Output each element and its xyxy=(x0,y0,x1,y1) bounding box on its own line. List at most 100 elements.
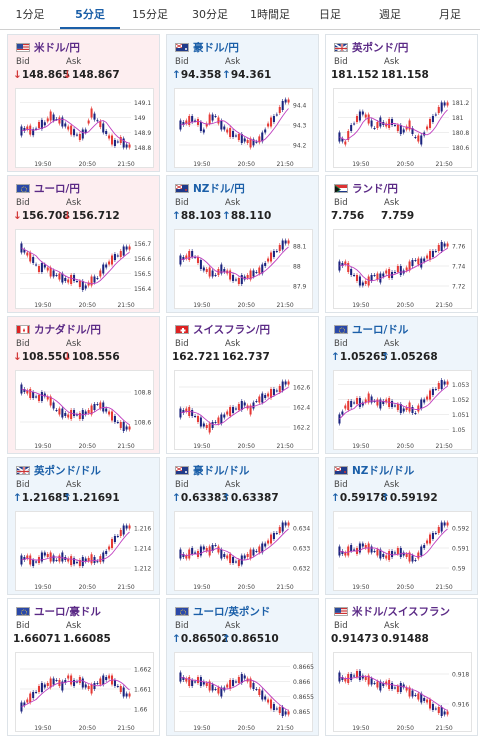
candle xyxy=(23,128,26,131)
candle xyxy=(220,120,223,130)
candle xyxy=(179,120,182,130)
mini-chart[interactable]: 88.1 88 87.9 19:50 20:50 21:50 xyxy=(174,229,313,309)
mini-chart[interactable]: 162.6 162.4 162.2 19:50 20:50 21:50 xyxy=(174,370,313,450)
mini-chart[interactable]: 108.8 108.6 19:50 20:50 21:50 xyxy=(15,370,154,450)
x-tick-label: 19:50 xyxy=(352,443,369,450)
candle xyxy=(428,119,432,128)
moving-average-line xyxy=(180,676,289,711)
candle xyxy=(70,556,73,566)
candle xyxy=(341,551,344,554)
mini-chart[interactable]: 7.76 7.74 7.72 19:50 20:50 21:50 xyxy=(333,229,472,309)
pair-title[interactable]: 英ポンド/ドル xyxy=(16,463,101,478)
mini-chart[interactable]: 156.7 156.6 156.5 156.4 19:50 20:50 21:50 xyxy=(15,229,154,309)
mini-chart[interactable]: 0.634 0.633 0.632 19:50 20:50 21:50 xyxy=(174,511,313,591)
candle xyxy=(194,552,197,554)
candle xyxy=(440,242,443,251)
candle xyxy=(269,117,273,127)
pair-title[interactable]: NZドル/ドル xyxy=(334,463,414,478)
pair-title[interactable]: NZドル/円 xyxy=(175,181,245,196)
pair-title[interactable]: ユーロ/円 xyxy=(16,181,80,196)
pair-title[interactable]: ユーロ/英ポンド xyxy=(175,604,270,619)
candle xyxy=(437,107,440,113)
pair-title[interactable]: スイスフラン/円 xyxy=(175,322,270,337)
mini-chart[interactable]: 94.4 94.3 94.2 19:50 20:50 21:50 xyxy=(174,88,313,168)
candle xyxy=(426,255,429,259)
pair-title[interactable]: ユーロ/豪ドル xyxy=(16,604,101,619)
x-tick-label: 20:50 xyxy=(397,302,414,309)
mini-chart[interactable]: 1.662 1.661 1.66 19:50 20:50 21:50 xyxy=(15,652,154,732)
tab-2[interactable]: 15分足 xyxy=(132,8,168,21)
bid-value: 7.756 xyxy=(331,210,364,222)
rate-card[interactable]: スイスフラン/円 Bid Ask 162.721 162.737 162.6 162.4 16… xyxy=(166,316,319,454)
pair-title[interactable]: カナダドル/円 xyxy=(16,322,101,337)
y-tick-label: 0.918 xyxy=(452,672,469,679)
candle xyxy=(437,245,440,251)
tab-7[interactable]: 月足 xyxy=(439,8,461,21)
candle xyxy=(434,389,437,390)
candle xyxy=(426,396,429,400)
mini-chart[interactable]: 0.592 0.591 0.59 19:50 20:50 21:50 xyxy=(333,511,472,591)
rate-card[interactable]: 米ドル/スイスフラン Bid Ask 0.91473 0.91488 0.918 0.916… xyxy=(325,598,478,736)
rate-card[interactable]: ユーロ/豪ドル Bid Ask 1.66071 1.66085 1.662 1.661 1.6… xyxy=(7,598,160,736)
candle xyxy=(75,134,78,136)
candle xyxy=(64,123,67,127)
tab-6[interactable]: 週足 xyxy=(379,8,401,21)
candle xyxy=(272,704,275,710)
bid-label: Bid xyxy=(334,57,348,67)
candle xyxy=(108,411,111,415)
rate-card[interactable]: 米ドル/円 Bid Ask ↓148.865 ↓148.867 149.1 149 148.9… xyxy=(7,34,160,172)
mini-chart[interactable]: 1.053 1.052 1.051 1.05 19:50 20:50 21:50 xyxy=(333,370,472,450)
bid-value-text: 0.63383 xyxy=(180,492,229,504)
mini-chart[interactable]: 0.918 0.916 19:50 20:50 21:50 xyxy=(333,652,472,732)
candle xyxy=(264,263,267,266)
candle-chart: 94.4 94.3 94.2 19:50 20:50 21:50 xyxy=(179,97,307,168)
candle xyxy=(361,543,364,547)
candle xyxy=(396,266,399,272)
arrow-up-icon: ↑ xyxy=(331,492,340,504)
rate-card[interactable]: 英ポンド/ドル Bid Ask ↑1.21685 ↑1.21691 1.216 1.214 1… xyxy=(7,457,160,595)
rate-card[interactable]: NZドル/ドル Bid Ask ↑0.59178 ↑0.59192 0.592 0.591 0… xyxy=(325,457,478,595)
pair-title[interactable]: ユーロ/ドル xyxy=(334,322,408,337)
candle xyxy=(185,678,188,682)
candle xyxy=(358,276,361,286)
pair-title[interactable]: 豪ドル/ドル xyxy=(175,463,249,478)
bid-value: ↓108.550 xyxy=(13,351,70,363)
pair-title[interactable]: 豪ドル/円 xyxy=(175,40,239,55)
rate-card[interactable]: 英ポンド/円 Bid Ask 181.152 181.158 181.2 181 180.8 1… xyxy=(325,34,478,172)
candle xyxy=(258,546,261,553)
x-tick-label: 20:50 xyxy=(79,161,96,168)
rate-card[interactable]: ユーロ/円 Bid Ask ↓156.708 ↓156.712 156.7 156.6 156… xyxy=(7,175,160,313)
candle xyxy=(249,549,252,559)
mini-chart[interactable]: 149.1 149 148.9 148.8 19:50 20:50 21:50 xyxy=(15,88,154,168)
ask-value: ↑0.86510 xyxy=(222,633,279,645)
rate-card[interactable]: NZドル/円 Bid Ask ↑88.103 ↑88.110 88.1 88 87.9 19:5… xyxy=(166,175,319,313)
mini-chart[interactable]: 181.2 181 180.8 180.6 19:50 20:50 21:50 xyxy=(333,88,472,168)
rate-card[interactable]: カナダドル/円 Bid Ask ↓108.550 ↓108.556 108.8 108.6 1… xyxy=(7,316,160,454)
tab-5[interactable]: 日足 xyxy=(319,8,341,21)
candle xyxy=(423,698,426,701)
y-tick-label: 162.2 xyxy=(293,425,310,432)
rate-card[interactable]: 豪ドル/ドル Bid Ask ↑0.63383 ↑0.63387 0.634 0.633 0.… xyxy=(166,457,319,595)
candle xyxy=(205,425,208,428)
tab-0[interactable]: 1分足 xyxy=(15,8,45,21)
rate-card[interactable]: ユーロ/ドル Bid Ask ↑1.05265 ↑1.05268 1.053 1.052 1.… xyxy=(325,316,478,454)
pair-title[interactable]: 米ドル/円 xyxy=(16,40,80,55)
y-tick-label: 148.9 xyxy=(134,130,151,137)
pair-title[interactable]: 米ドル/スイスフラン xyxy=(334,604,450,619)
rate-card[interactable]: 豪ドル/円 Bid Ask ↑94.358 ↑94.361 94.4 94.3 94.2 19:… xyxy=(166,34,319,172)
rate-card[interactable]: ランド/円 Bid Ask 7.756 7.759 7.76 7.74 7.72 19:50 20… xyxy=(325,175,478,313)
pair-title[interactable]: 英ポンド/円 xyxy=(334,40,408,55)
candle xyxy=(287,711,290,715)
tab-1[interactable]: 5分足 xyxy=(60,0,120,29)
mini-chart[interactable]: 1.216 1.214 1.212 19:50 20:50 21:50 xyxy=(15,511,154,591)
tab-4[interactable]: 1時間足 xyxy=(250,8,290,21)
bid-value-text: 108.550 xyxy=(21,351,70,363)
candle xyxy=(391,119,394,125)
tab-3[interactable]: 30分足 xyxy=(192,8,228,21)
candle xyxy=(234,135,237,137)
candle xyxy=(40,683,43,692)
pair-title[interactable]: ランド/円 xyxy=(334,181,398,196)
rate-card[interactable]: ユーロ/英ポンド Bid Ask ↑0.86502 ↑0.86510 0.8665 0.86… xyxy=(166,598,319,736)
candle xyxy=(255,689,258,690)
mini-chart[interactable]: 0.8665 0.866 0.8655 0.865 19:50 20:50 21:50 xyxy=(174,652,314,732)
